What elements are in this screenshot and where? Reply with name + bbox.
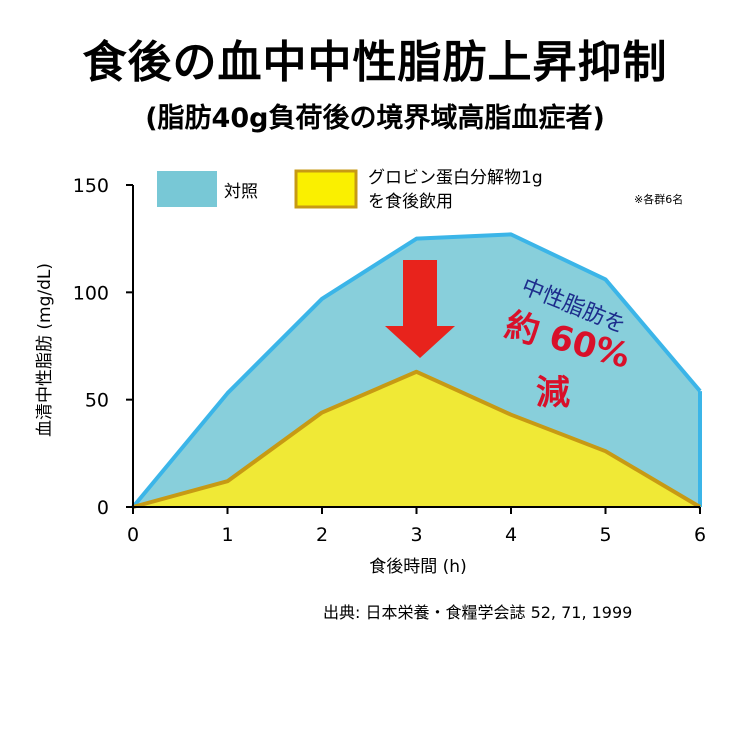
legend-label-treatment-line1: グロビン蛋白分解物1g — [368, 168, 543, 188]
legend-label-control: 対照 — [224, 182, 258, 202]
page-title: 食後の血中中性脂肪上昇抑制 — [82, 37, 668, 88]
x-tick-label-5: 5 — [599, 524, 611, 546]
y-tick-label-50: 50 — [85, 390, 109, 412]
annotation-line3: 減 — [536, 373, 570, 413]
legend-swatch-control — [157, 171, 217, 207]
reduction-arrow-icon — [385, 260, 455, 358]
y-tick-label-150: 150 — [73, 175, 109, 197]
x-axis-title: 食後時間 (h) — [369, 557, 466, 577]
page-subtitle: (脂肪40g負荷後の境界域高脂血症者) — [145, 103, 605, 134]
x-tick-label-0: 0 — [127, 524, 139, 546]
y-tick-label-100: 100 — [73, 282, 109, 304]
series-area-2 — [133, 371, 700, 507]
legend-label-treatment-line2: を食後飲用 — [368, 192, 453, 212]
x-tick-label-1: 1 — [221, 524, 233, 546]
x-tick-label-2: 2 — [316, 524, 328, 546]
y-axis-title: 血清中性脂肪 (mg/dL) — [35, 263, 55, 437]
x-tick-label-6: 6 — [694, 524, 706, 546]
x-tick-label-3: 3 — [410, 524, 422, 546]
source-citation: 出典: 日本栄養・食糧学会誌 52, 71, 1999 — [323, 603, 632, 622]
x-tick-label-4: 4 — [505, 524, 517, 546]
legend-swatch-treatment — [294, 169, 358, 209]
y-tick-label-0: 0 — [97, 497, 109, 519]
sample-size-note: ※各群6名 — [634, 192, 683, 206]
